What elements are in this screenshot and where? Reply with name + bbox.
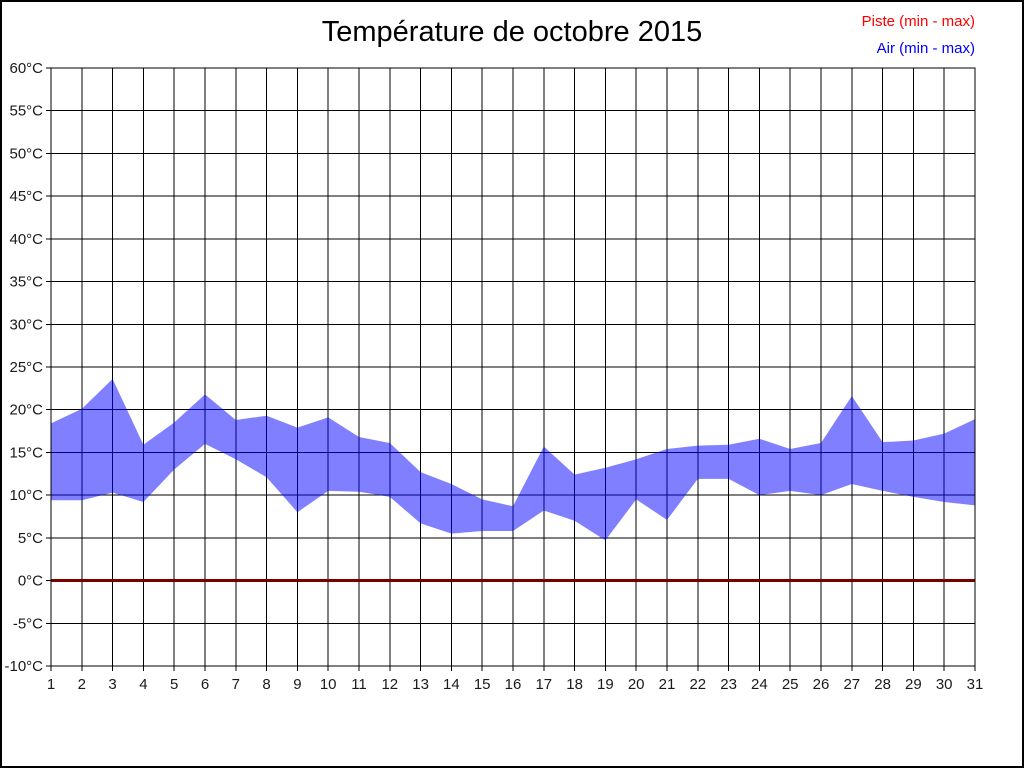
y-axis-labels: -10°C -5°C 0°C 5°C 10°C 15°C 20°C 25°C 30°C 35°C 4…	[4, 60, 43, 675]
y-tick-label: 25°C	[9, 359, 43, 376]
y-tick-label: 45°C	[9, 188, 43, 205]
x-tick-label: 30	[936, 676, 953, 693]
x-tick-label: 13	[412, 676, 429, 693]
x-tick-label: 16	[505, 676, 522, 693]
x-tick-label: 14	[443, 676, 460, 693]
x-tick-label: 20	[628, 676, 645, 693]
legend-item-piste: Piste (min - max)	[861, 13, 975, 30]
chart-legend: Piste (min - max) Air (min - max)	[862, 8, 975, 62]
axis-ticks	[46, 67, 976, 671]
x-tick-label: 21	[659, 676, 676, 693]
y-tick-label: -5°C	[13, 615, 43, 632]
y-tick-label: 60°C	[9, 60, 43, 77]
grid-lines	[50, 67, 976, 667]
y-tick-label: 35°C	[9, 274, 43, 291]
x-tick-label: 9	[293, 676, 301, 693]
y-tick-label: 10°C	[9, 487, 43, 504]
x-tick-label: 22	[689, 676, 706, 693]
x-tick-label: 6	[201, 676, 209, 693]
x-tick-label: 7	[232, 676, 240, 693]
x-tick-label: 23	[720, 676, 737, 693]
x-tick-label: 10	[320, 676, 337, 693]
x-tick-label: 17	[535, 676, 552, 693]
y-tick-label: -10°C	[4, 658, 43, 675]
x-tick-label: 31	[967, 676, 984, 693]
y-tick-label: 15°C	[9, 444, 43, 461]
x-tick-label: 3	[108, 676, 116, 693]
x-tick-label: 25	[782, 676, 799, 693]
air-minmax-band	[51, 378, 975, 541]
y-tick-label: 0°C	[18, 573, 43, 590]
x-tick-label: 4	[139, 676, 147, 693]
x-tick-label: 19	[597, 676, 614, 693]
x-tick-label: 24	[751, 676, 768, 693]
x-tick-label: 5	[170, 676, 178, 693]
x-tick-label: 18	[566, 676, 583, 693]
x-tick-label: 2	[78, 676, 86, 693]
x-tick-label: 28	[874, 676, 891, 693]
y-tick-label: 30°C	[9, 316, 43, 333]
y-tick-label: 40°C	[9, 231, 43, 248]
y-tick-label: 20°C	[9, 402, 43, 419]
x-tick-label: 27	[843, 676, 860, 693]
x-tick-label: 8	[262, 676, 270, 693]
y-tick-label: 5°C	[18, 530, 43, 547]
x-tick-label: 29	[905, 676, 922, 693]
x-tick-label: 1	[47, 676, 55, 693]
x-tick-label: 26	[813, 676, 830, 693]
x-tick-label: 12	[381, 676, 398, 693]
chart-title: Température de octobre 2015	[321, 16, 703, 48]
x-tick-label: 15	[474, 676, 491, 693]
y-tick-label: 55°C	[9, 103, 43, 120]
x-axis-labels: 1 2 3 4 5 6 7 8 9 10 11 12 13 14 15 16 17 18 19 20 21 22 23 24 2…	[47, 676, 984, 693]
y-tick-label: 50°C	[9, 145, 43, 162]
x-tick-label: 11	[351, 676, 367, 693]
legend-item-air: Air (min - max)	[876, 40, 975, 57]
